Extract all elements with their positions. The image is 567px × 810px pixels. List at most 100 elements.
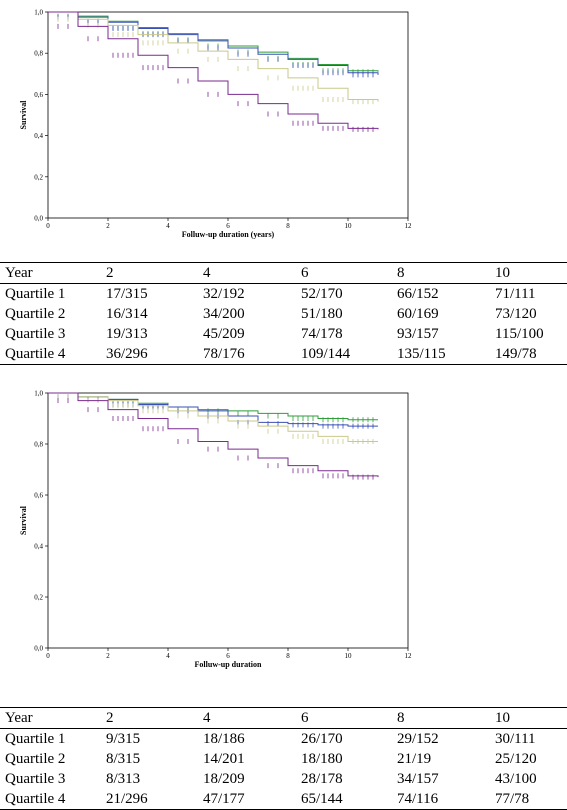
table-cell: 26/170	[301, 731, 343, 747]
x-tick-label: 6	[226, 652, 230, 660]
table-row: Quartile 1 17/315 32/192 52/170 66/152 7…	[0, 284, 567, 305]
table-cell: 14/201	[203, 751, 245, 767]
x-tick-label: 6	[226, 222, 230, 230]
table-cell: 16/314	[106, 306, 148, 322]
survival-curve-series-1	[48, 11, 379, 72]
x-tick-label: 8	[286, 652, 290, 660]
table-cell: 93/157	[397, 326, 439, 342]
table-cell: Quartile 3	[5, 771, 66, 787]
y-tick-label: 0,8	[34, 441, 43, 449]
x-tick-label: 0	[46, 652, 50, 660]
table-cell: 51/180	[301, 306, 343, 322]
y-tick-label: 0,6	[34, 492, 43, 500]
table-cell: 135/115	[392, 344, 490, 365]
header-cell: 10	[490, 707, 567, 729]
table-cell: 28/178	[301, 771, 343, 787]
table-cell: Quartile 2	[5, 306, 66, 322]
table-cell: 43/100	[495, 771, 537, 787]
survival-curve-series-4	[48, 11, 379, 130]
risk-table-top: Year 2 4 6 8 10 Quartile 1 17/315 32/192…	[0, 262, 567, 365]
table-cell: 71/111	[495, 286, 536, 302]
survival-curve-series-3	[48, 392, 378, 442]
x-tick-label: 10	[345, 222, 353, 230]
table-cell: 74/178	[301, 326, 343, 342]
y-axis-label: Survival	[19, 505, 28, 535]
table-cell: 45/209	[203, 326, 245, 342]
table-cell: 21/296	[101, 789, 198, 810]
table-row: Quartile 2 8/315 14/201 18/180 21/19 25/…	[0, 749, 567, 769]
table-row: Quartile 2 16/314 34/200 51/180 60/169 7…	[0, 304, 567, 324]
header-cell: Year	[0, 707, 101, 729]
table-cell: 18/180	[301, 751, 343, 767]
table-cell: 34/157	[397, 771, 439, 787]
table-cell: 65/144	[296, 789, 392, 810]
y-tick-label: 0,0	[34, 645, 43, 653]
table-cell: 74/116	[392, 789, 490, 810]
y-axis-label: Survival	[19, 100, 28, 130]
header-cell: 8	[392, 707, 490, 729]
table-cell: Quartile 2	[5, 751, 66, 767]
risk-table-bottom: Year 2 4 6 8 10 Quartile 1 9/315 18/186 …	[0, 707, 567, 810]
table-cell: 77/78	[490, 789, 567, 810]
x-tick-label: 8	[286, 222, 290, 230]
table-cell: 73/120	[495, 306, 537, 322]
y-tick-label: 1,0	[34, 9, 43, 17]
header-cell: 2	[101, 707, 198, 729]
x-tick-label: 4	[166, 652, 170, 660]
survival-plot-bottom: 0 2 4 6 8 10 12 0,0 0,2 0,4 0,6 0,8 1,0 Folluw-up dur…	[19, 390, 413, 670]
table-cell: 60/169	[397, 306, 439, 322]
table-cell: Quartile 4	[0, 344, 101, 365]
header-cell: 10	[490, 262, 567, 284]
x-axis-label: Folluw-up duration	[195, 660, 262, 669]
table-cell: 9/315	[106, 731, 141, 747]
x-tick-label: 2	[106, 652, 110, 660]
table-cell: 19/313	[106, 326, 148, 342]
header-cell: 8	[392, 262, 490, 284]
table-cell: 18/209	[203, 771, 245, 787]
table-row: Quartile 4 36/296 78/176 109/144 135/115…	[0, 344, 567, 365]
table-cell: 109/144	[296, 344, 392, 365]
table-cell: Quartile 3	[5, 326, 66, 342]
x-tick-label: 4	[166, 222, 170, 230]
header-cell: 4	[198, 262, 296, 284]
x-axis-label: Folluw-up duration (years)	[182, 230, 275, 239]
table-cell: Quartile 1	[5, 286, 66, 302]
x-tick-label: 12	[405, 222, 413, 230]
survival-curve-series-2	[48, 11, 379, 75]
table-cell: 78/176	[198, 344, 296, 365]
y-tick-label: 0,4	[34, 132, 43, 140]
y-tick-label: 0,0	[34, 215, 43, 223]
table-row: Quartile 1 9/315 18/186 26/170 29/152 30…	[0, 729, 567, 750]
header-cell: Year	[0, 262, 101, 284]
table-cell: 18/186	[203, 731, 245, 747]
y-tick-label: 0,6	[34, 91, 43, 99]
survival-curve-series-4	[48, 392, 379, 478]
y-tick-label: 0,2	[34, 173, 43, 181]
table-row: Quartile 4 21/296 47/177 65/144 74/116 7…	[0, 789, 567, 810]
table-cell: 36/296	[101, 344, 198, 365]
table-cell: Quartile 1	[5, 731, 66, 747]
y-tick-label: 0,2	[34, 594, 43, 602]
table-cell: 8/313	[106, 771, 141, 787]
y-tick-label: 1,0	[34, 390, 43, 398]
table-row: Quartile 3 19/313 45/209 74/178 93/157 1…	[0, 324, 567, 344]
x-tick-label: 10	[345, 652, 353, 660]
table-cell: 66/152	[397, 286, 439, 302]
table-cell: 30/111	[495, 731, 536, 747]
x-tick-label: 12	[405, 652, 413, 660]
header-cell: 4	[198, 707, 296, 729]
table-cell: 21/19	[397, 751, 432, 767]
table-header-row: Year 2 4 6 8 10	[0, 707, 567, 729]
header-cell: 6	[296, 262, 392, 284]
table-cell: 29/152	[397, 731, 439, 747]
table-cell: 115/100	[495, 326, 544, 342]
table-row: Quartile 3 8/313 18/209 28/178 34/157 43…	[0, 769, 567, 789]
survival-curve-series-3	[48, 11, 379, 102]
table-header-row: Year 2 4 6 8 10	[0, 262, 567, 284]
x-tick-label: 2	[106, 222, 110, 230]
plot-frame	[47, 392, 409, 649]
table-cell: 52/170	[301, 286, 343, 302]
y-tick-label: 0,8	[34, 50, 43, 58]
table-cell: 17/315	[106, 286, 148, 302]
table-cell: 149/78	[490, 344, 567, 365]
